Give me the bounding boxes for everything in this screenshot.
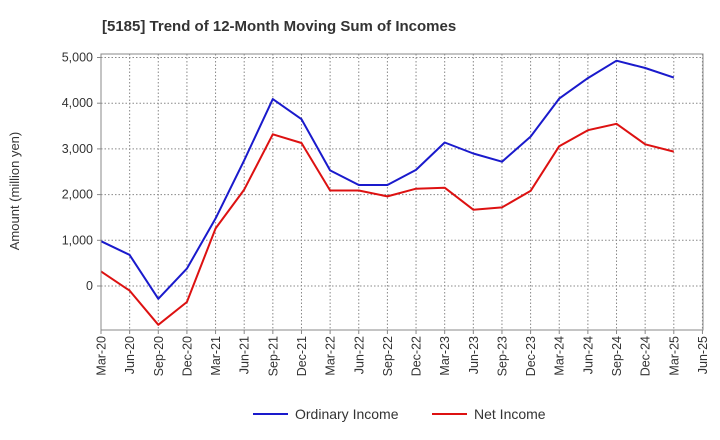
y-tick-label-2000: 2,000	[62, 188, 93, 202]
legend: Ordinary Income Net Income	[253, 406, 546, 422]
x-tick-label-sep-22: Sep-22	[381, 336, 395, 376]
x-tick-label-dec-21: Dec-21	[295, 336, 309, 376]
series-line-net-income	[100, 122, 675, 326]
y-axis-label: Amount (million yen)	[7, 132, 22, 251]
x-tick-label-dec-22: Dec-22	[410, 336, 424, 376]
chart-title: [5185] Trend of 12-Month Moving Sum of I…	[102, 18, 456, 35]
x-tick-label-sep-20: Sep-20	[152, 336, 166, 376]
x-tick-label-dec-24: Dec-24	[639, 336, 653, 376]
series-layer	[100, 59, 675, 326]
y-tick-label-3000: 3,000	[62, 142, 93, 156]
x-axis-ticks: Mar-20 Jun-20 Sep-20 Dec-20 Mar-21 Jun-21 Sep-…	[95, 330, 710, 376]
x-tick-label-jun-25: Jun-25	[696, 336, 710, 374]
y-tick-label-1000: 1,000	[62, 233, 93, 247]
x-tick-label-dec-23: Dec-23	[524, 336, 538, 376]
x-tick-label-sep-24: Sep-24	[610, 336, 624, 376]
x-tick-label-sep-23: Sep-23	[495, 336, 509, 376]
y-tick-label-4000: 4,000	[62, 96, 93, 110]
y-tick-label-0: 0	[86, 279, 93, 293]
x-tick-label-jun-24: Jun-24	[581, 336, 595, 374]
x-tick-label-mar-24: Mar-24	[553, 336, 567, 376]
x-tick-label-jun-21: Jun-21	[238, 336, 252, 374]
x-tick-label-dec-20: Dec-20	[180, 336, 194, 376]
legend-label-net-income: Net Income	[474, 406, 546, 422]
legend-label-ordinary-income: Ordinary Income	[295, 406, 399, 422]
x-tick-label-jun-20: Jun-20	[123, 336, 137, 374]
plot-frame	[100, 53, 704, 331]
x-tick-label-mar-23: Mar-23	[438, 336, 452, 376]
y-axis-ticks: 0 1,000 2,000 3,000 4,000 5,000	[62, 51, 101, 293]
x-tick-label-mar-20: Mar-20	[95, 336, 109, 376]
x-tick-label-jun-23: Jun-23	[467, 336, 481, 374]
x-tick-label-mar-22: Mar-22	[324, 336, 338, 376]
x-tick-label-mar-25: Mar-25	[667, 336, 681, 376]
grid	[100, 54, 703, 330]
y-tick-label-5000: 5,000	[62, 51, 93, 65]
x-tick-label-mar-21: Mar-21	[209, 336, 223, 376]
x-tick-label-sep-21: Sep-21	[266, 336, 280, 376]
x-tick-label-jun-22: Jun-22	[352, 336, 366, 374]
